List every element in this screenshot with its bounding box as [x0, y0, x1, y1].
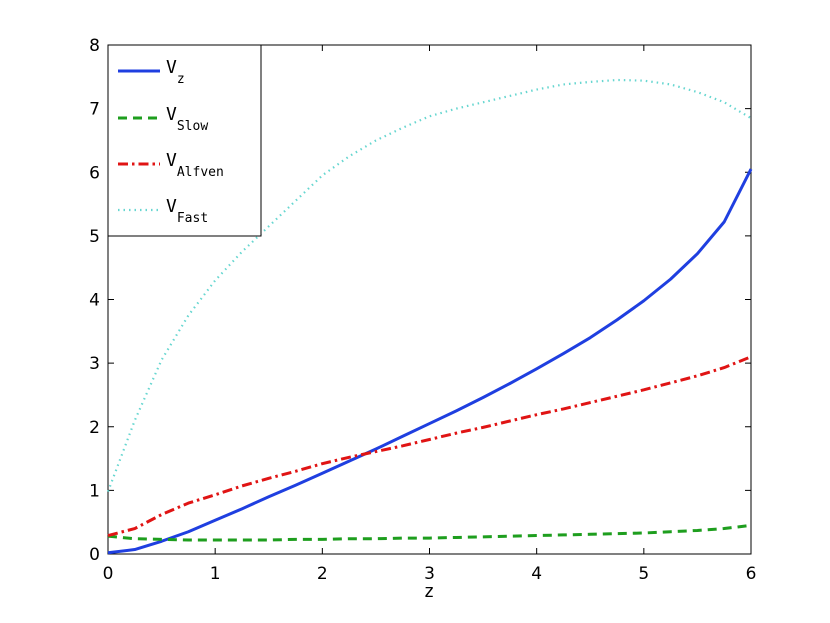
legend-box: [107, 44, 262, 237]
legend-label-subscript: Slow: [177, 119, 208, 134]
x-tick-label: 3: [424, 564, 435, 584]
y-tick-label: 4: [89, 291, 100, 311]
x-tick-label: 6: [746, 564, 757, 584]
x-tick-label: 5: [638, 564, 649, 584]
y-tick-label: 0: [89, 545, 100, 565]
legend-label-alfven: VAlfven: [166, 150, 224, 180]
series-layer: [106, 78, 753, 555]
series-line-slow: [107, 523, 752, 542]
x-axis-label: z: [424, 581, 435, 602]
legend-label-base: V: [166, 57, 177, 78]
y-tick-label: 3: [89, 354, 100, 374]
y-tick-label: 7: [89, 100, 100, 120]
x-tick-label: 4: [531, 564, 542, 584]
series-line-z: [107, 168, 753, 555]
y-tick-label: 1: [89, 481, 100, 501]
y-tick-label: 6: [89, 163, 100, 183]
x-tick-label: 2: [317, 564, 328, 584]
ticks-layer: 0 1 2 3 4 5 6 0 1 2 3 4 5 6 7 8: [89, 36, 756, 584]
legend-label-slow: VSlow: [166, 104, 208, 134]
y-tick-label: 5: [89, 227, 100, 247]
legend-label-subscript: Fast: [177, 211, 208, 226]
legend-label-z: Vz: [166, 57, 185, 87]
legend-label-base: V: [166, 104, 177, 125]
x-tick-label: 1: [210, 564, 221, 584]
legend-label-subscript: Alfven: [177, 165, 224, 180]
x-tick-label: 0: [103, 564, 114, 584]
legend-label-fast: VFast: [166, 196, 208, 226]
legend-label-base: V: [166, 150, 177, 171]
legend-label-subscript: z: [177, 72, 185, 87]
y-tick-label: 8: [89, 36, 100, 56]
series-line-alfven: [107, 355, 752, 538]
legend-label-base: V: [166, 196, 177, 217]
y-tick-label: 2: [89, 418, 100, 438]
